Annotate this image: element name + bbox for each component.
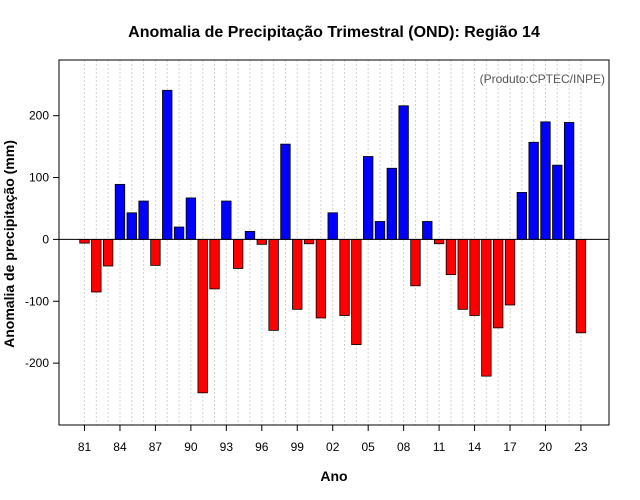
bar-1988 [162, 89, 173, 240]
bar-1984 [114, 183, 126, 240]
bar-2016 [493, 239, 504, 329]
bar-1987 [150, 239, 161, 266]
y-tick-label: -100 [25, 294, 49, 308]
bar-1996 [256, 239, 267, 245]
bar-2014 [469, 239, 480, 316]
bar-2001 [315, 239, 327, 319]
x-tick-label: 14 [468, 440, 482, 454]
bars-layer [79, 89, 587, 394]
x-tick-label: 81 [78, 440, 92, 454]
y-tick-label: -200 [25, 356, 49, 370]
bar-2003 [339, 239, 350, 316]
x-tick-label: 20 [539, 440, 553, 454]
x-tick-label: 17 [503, 440, 517, 454]
bar-1982 [91, 239, 102, 293]
bar-1993 [221, 200, 232, 240]
bar-1986 [138, 200, 149, 240]
bar-2004 [351, 239, 362, 345]
x-tick-label: 08 [397, 440, 411, 454]
bar-2011 [433, 239, 445, 245]
x-tick-label: 11 [433, 440, 446, 454]
bar-2009 [410, 239, 421, 287]
bar-1997 [268, 239, 279, 331]
x-tick-label: 96 [255, 440, 269, 454]
x-tick-label: 87 [149, 440, 163, 454]
bar-2013 [457, 239, 468, 310]
x-axis: 81 84 87 90 93 96 99 02 05 08 11 14 17 20 23 [78, 425, 588, 454]
product-credit: (Produto:CPTEC/INPE) [480, 72, 605, 86]
y-tick-label: 0 [42, 232, 49, 246]
bar-1991 [197, 239, 208, 394]
bar-1992 [209, 239, 220, 290]
bar-2010 [422, 221, 433, 240]
y-axis: -200 -100 0 100 200 [25, 109, 59, 370]
bar-2015 [481, 239, 492, 377]
bar-2017 [504, 239, 516, 306]
bar-2012 [445, 239, 457, 276]
bar-2000 [303, 239, 315, 245]
bar-2006 [374, 221, 386, 240]
bar-2018 [516, 191, 527, 240]
x-axis-label: Ano [320, 468, 347, 484]
grid-layer [84, 60, 582, 425]
bar-1995 [244, 230, 256, 240]
y-tick-label: 200 [29, 109, 49, 123]
bar-2007 [386, 167, 397, 240]
bar-2002 [327, 212, 338, 240]
x-tick-label: 05 [362, 440, 376, 454]
bar-1989 [173, 226, 185, 240]
y-axis-label: Anomalia de precipitação (mm) [1, 140, 17, 348]
bar-1985 [126, 212, 137, 240]
x-tick-label: 90 [184, 440, 198, 454]
x-tick-label: 02 [326, 440, 340, 454]
bar-1981 [79, 239, 90, 244]
y-tick-label: 100 [29, 171, 49, 185]
x-tick-label: 99 [291, 440, 305, 454]
bar-1990 [185, 197, 197, 240]
bar-2021 [552, 164, 563, 240]
bar-2005 [363, 156, 374, 240]
chart-title: Anomalia de Precipitação Trimestral (OND… [128, 24, 540, 41]
bar-2020 [540, 121, 551, 240]
bar-2023 [575, 239, 587, 334]
plot-frame [58, 59, 610, 426]
bar-2008 [398, 105, 409, 240]
x-tick-label: 84 [113, 440, 127, 454]
bar-2019 [528, 141, 539, 240]
x-tick-label: 93 [220, 440, 234, 454]
bar-1983 [102, 239, 114, 267]
bar-2022 [563, 122, 575, 240]
x-tick-label: 23 [574, 440, 588, 454]
bar-1994 [233, 239, 244, 269]
bar-1998 [280, 143, 291, 240]
bar-1999 [292, 239, 303, 310]
